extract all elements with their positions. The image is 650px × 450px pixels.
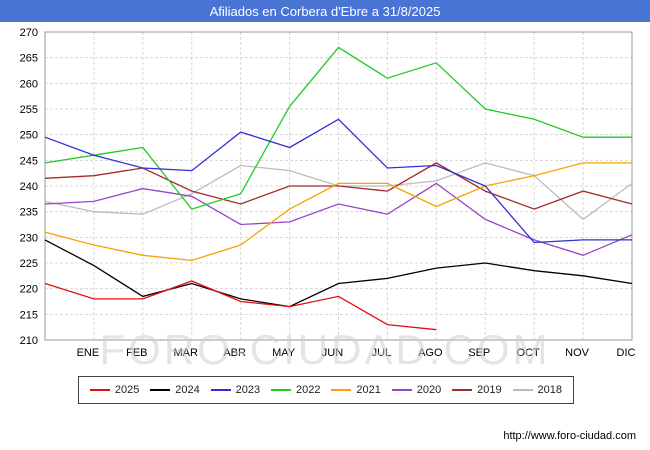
x-tick-label: SEP (468, 347, 490, 359)
x-tick-label: MAY (272, 347, 296, 359)
legend-swatch-2019 (452, 389, 473, 391)
footer-url[interactable]: http://www.foro-ciudad.com (503, 430, 636, 442)
x-tick-label: DIC (617, 347, 636, 359)
y-tick-label: 220 (20, 284, 38, 296)
y-tick-label: 240 (20, 181, 38, 193)
y-tick-label: 225 (20, 258, 38, 270)
y-tick-label: 250 (20, 130, 38, 142)
plot-border (44, 31, 633, 341)
legend-label-2023: 2023 (235, 384, 261, 396)
y-tick-label: 210 (20, 335, 38, 347)
chart-title-bar: Afiliados en Corbera d'Ebre a 31/8/2025 (0, 0, 650, 22)
series-line-2022 (44, 46, 632, 210)
legend-item-2018: 2018 (512, 384, 562, 396)
legend-swatch-2020 (391, 389, 412, 391)
y-tick-label: 245 (20, 155, 38, 167)
x-tick-label: ENE (77, 347, 100, 359)
legend-label-2022: 2022 (296, 384, 321, 396)
y-tick-label: 230 (20, 232, 38, 244)
legend-swatch-2022 (271, 389, 292, 391)
legend-item-2024: 2024 (150, 384, 200, 396)
legend-label-2025: 2025 (114, 384, 140, 396)
y-tick-label: 255 (20, 104, 38, 116)
legend-swatch-2024 (150, 389, 171, 391)
line-chart: 210 215 220 225 230 235 240 245 250 255 260 265 270 E… (20, 27, 636, 359)
x-tick-label: JUN (322, 347, 343, 359)
x-tick-label: FEB (126, 347, 147, 359)
legend-label-2021: 2021 (356, 384, 381, 396)
y-tick-label: 265 (20, 53, 38, 65)
y-tick-label: 215 (20, 309, 38, 321)
legend: 2025 2024 2023 2022 2021 2020 2019 2018 (78, 376, 574, 404)
legend-label-2020: 2020 (416, 384, 442, 396)
series-line-2020 (44, 182, 633, 256)
series-line-2021 (44, 162, 632, 262)
legend-label-2018: 2018 (537, 384, 562, 396)
series-line-2023 (44, 118, 632, 244)
y-tick-label: 235 (20, 207, 38, 219)
legend-item-2021: 2021 (331, 384, 381, 396)
legend-label-2019: 2019 (477, 384, 502, 396)
x-tick-label: AGO (418, 347, 443, 359)
y-tick-label: 270 (20, 27, 38, 39)
legend-swatch-2018 (512, 389, 533, 391)
legend-swatch-2021 (331, 389, 352, 391)
series-line-2024 (44, 239, 633, 308)
legend-swatch-2023 (210, 389, 231, 391)
x-tick-label: ABR (223, 347, 246, 359)
legend-item-2023: 2023 (210, 384, 261, 396)
y-tick-label: 260 (20, 78, 38, 90)
legend-item-2022: 2022 (271, 384, 321, 396)
x-tick-label: MAR (174, 347, 199, 359)
series-line-2025 (44, 280, 437, 331)
x-tick-label: NOV (565, 347, 590, 359)
legend-item-2019: 2019 (452, 384, 502, 396)
x-tick-label: JUL (372, 347, 392, 359)
x-tick-label: OCT (517, 347, 541, 359)
legend-swatch-2025 (89, 389, 110, 391)
chart-title: Afiliados en Corbera d'Ebre a 31/8/2025 (209, 3, 441, 19)
legend-item-2020: 2020 (391, 384, 442, 396)
legend-item-2025: 2025 (89, 384, 140, 396)
legend-label-2024: 2024 (175, 384, 200, 396)
